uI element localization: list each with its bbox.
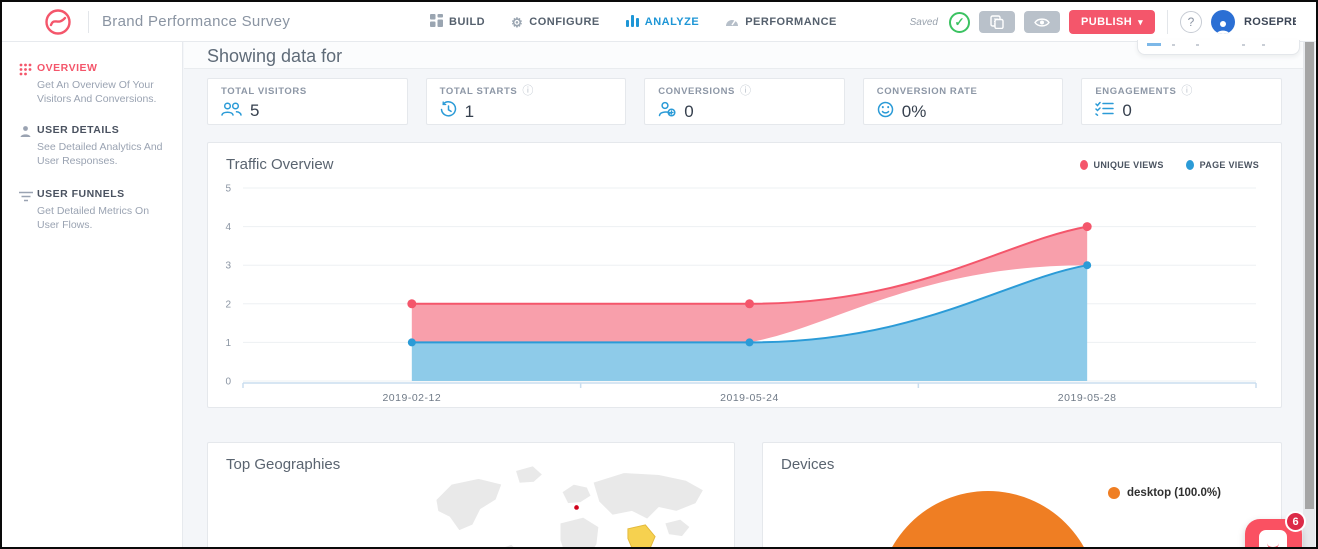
legend-unique-views[interactable]: UNIQUE VIEWS — [1079, 160, 1164, 170]
traffic-legend: UNIQUE VIEWS PAGE VIEWS — [1079, 160, 1259, 170]
chevron-down-icon: ▾ — [1138, 16, 1143, 27]
svg-text:2019-05-24: 2019-05-24 — [720, 392, 779, 404]
devices-card: Devices desktop (100.0%) — [762, 442, 1282, 547]
gauge-icon — [725, 15, 739, 30]
header-actions: Saved ✓ PUBLISH ▾ ? — [910, 2, 1296, 42]
legend-page-views[interactable]: PAGE VIEWS — [1185, 160, 1259, 170]
tab-configure[interactable]: ⚙ CONFIGURE — [511, 14, 600, 30]
traffic-chart: 0 1 2 3 4 5 2019-02-12 2019-05-24 2019-05-28 — [225, 184, 1257, 404]
header-divider — [88, 11, 89, 33]
traffic-overview-title: Traffic Overview — [226, 156, 334, 173]
devices-pie[interactable] — [878, 491, 1098, 547]
map-dot-europe — [574, 505, 579, 510]
svg-text:5: 5 — [225, 184, 231, 195]
scrollbar-thumb[interactable] — [1305, 12, 1314, 509]
svg-text:4: 4 — [225, 222, 231, 233]
user-avatar[interactable] — [1211, 10, 1235, 34]
stat-conversion-rate: CONVERSION RATE 0% — [862, 78, 1064, 125]
stat-total-visitors: TOTAL VISITORS 5 — [207, 78, 408, 125]
svg-text:3: 3 — [225, 261, 231, 272]
person-icon — [19, 125, 33, 143]
svg-text:1: 1 — [225, 338, 231, 349]
sidebar-item-user-details[interactable]: USER DETAILS See Detailed Analytics And … — [19, 124, 171, 168]
svg-text:0: 0 — [225, 377, 231, 388]
survey-title: Brand Performance Survey — [102, 13, 291, 30]
bar-chart-icon — [625, 14, 639, 30]
stat-total-starts: TOTAL STARTS ⓘ 1 — [425, 78, 627, 125]
checklist-icon — [1095, 101, 1115, 121]
smiley-icon — [877, 101, 894, 123]
devices-legend[interactable]: desktop (100.0%) — [1108, 487, 1221, 499]
sidebar-item-user-funnels[interactable]: USER FUNNELS Get Detailed Metrics On Use… — [19, 188, 171, 232]
build-grid-icon — [430, 14, 443, 30]
chat-unread-badge: 6 — [1285, 511, 1306, 532]
sidebar: OVERVIEW Get An Overview Of Your Visitor… — [2, 42, 183, 547]
page-header-band — [184, 42, 1304, 69]
header-divider — [1167, 10, 1168, 34]
devices-title: Devices — [781, 456, 835, 473]
help-button[interactable]: ? — [1180, 11, 1202, 33]
top-geographies-title: Top Geographies — [226, 456, 341, 473]
top-bar: Brand Performance Survey BUILD ⚙ CONFIGU… — [2, 2, 1316, 42]
clock-history-icon — [440, 101, 457, 123]
svg-text:2: 2 — [225, 299, 231, 310]
duplicate-button[interactable] — [978, 11, 1015, 33]
tab-analyze[interactable]: ANALYZE — [625, 14, 699, 30]
top-geographies-card: Top Geographies — [207, 442, 735, 549]
grid-dots-icon — [19, 63, 33, 81]
preview-button[interactable] — [1023, 11, 1060, 33]
info-icon[interactable]: ⓘ — [1181, 85, 1193, 97]
user-name[interactable]: ROSEPREM... — [1244, 16, 1296, 28]
info-icon[interactable]: ⓘ — [522, 85, 534, 97]
stats-row: TOTAL VISITORS 5 TOTAL STARTS ⓘ — [207, 78, 1282, 125]
tab-build[interactable]: BUILD — [430, 14, 485, 30]
tab-performance[interactable]: PERFORMANCE — [725, 15, 837, 30]
svg-text:2019-05-28: 2019-05-28 — [1058, 392, 1117, 404]
page-views-dot-icon — [1185, 160, 1194, 170]
info-icon[interactable]: ⓘ — [740, 85, 751, 97]
user-plus-icon — [658, 101, 676, 122]
world-map[interactable] — [420, 459, 735, 549]
traffic-overview-card: Traffic Overview UNIQUE VIEWS PAGE VIEWS… — [207, 142, 1282, 408]
chat-widget-button[interactable]: 6 — [1245, 511, 1306, 547]
main-nav: BUILD ⚙ CONFIGURE ANALYZE — [430, 2, 837, 42]
stat-engagements: ENGAGEMENTS ⓘ 0 — [1081, 78, 1282, 125]
funnel-icon — [19, 189, 33, 207]
sidebar-item-overview[interactable]: OVERVIEW Get An Overview Of Your Visitor… — [19, 62, 171, 106]
person-icon — [1216, 21, 1230, 34]
page-title: Showing data for — [207, 46, 343, 66]
stat-conversions: CONVERSIONS ⓘ 0 — [644, 78, 845, 125]
chat-smiley-icon — [1259, 530, 1287, 547]
svg-text:2019-02-12: 2019-02-12 — [382, 392, 441, 404]
gear-icon: ⚙ — [511, 14, 524, 30]
publish-button[interactable]: PUBLISH ▾ — [1068, 10, 1155, 34]
users-icon — [221, 101, 242, 121]
desktop-dot-icon — [1108, 487, 1120, 499]
map-highlight-india — [627, 524, 656, 547]
eye-icon — [1034, 17, 1050, 27]
date-range-card[interactable] — [1137, 40, 1300, 55]
unique-views-dot-icon — [1079, 160, 1088, 170]
saved-status: Saved — [909, 16, 938, 28]
date-range-selection — [1147, 43, 1161, 46]
surveysparrow-logo-icon[interactable] — [44, 8, 72, 41]
saved-check-icon: ✓ — [948, 11, 970, 33]
copy-icon — [990, 15, 1004, 29]
